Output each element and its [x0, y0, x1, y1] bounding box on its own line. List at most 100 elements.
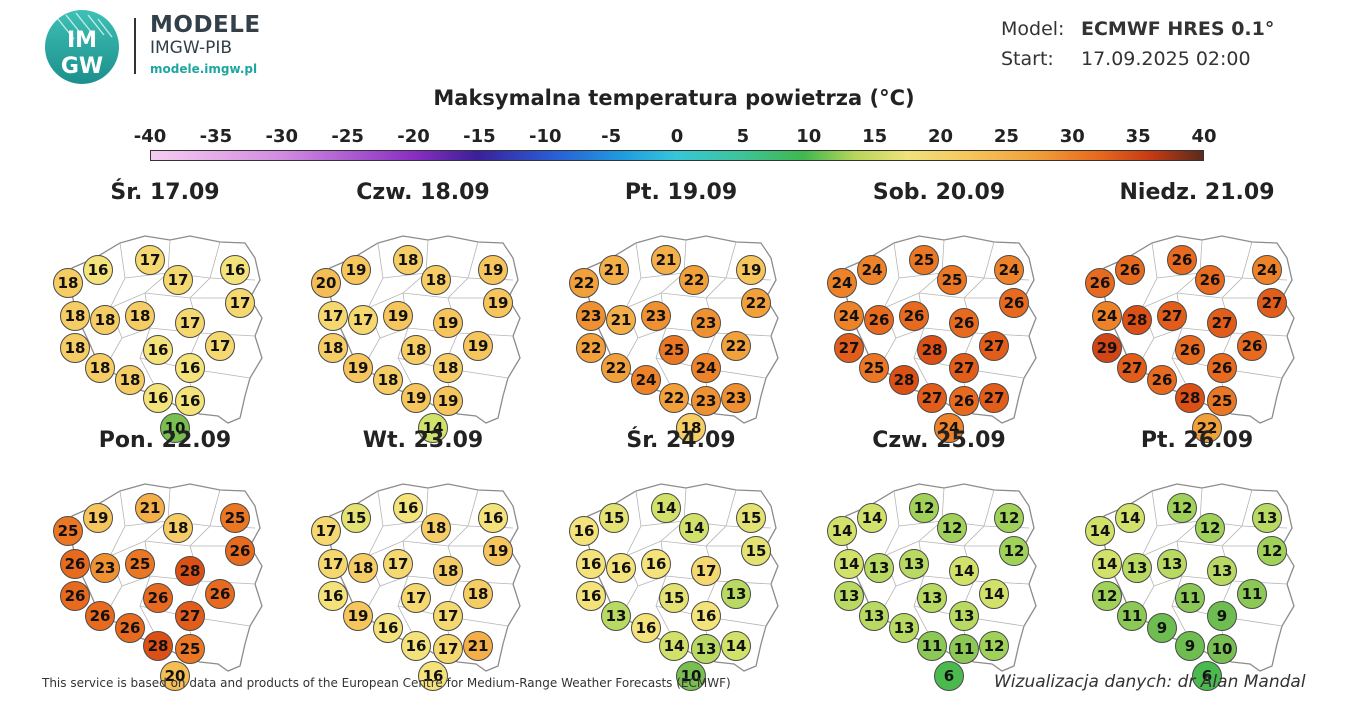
temperature-marker: 16	[576, 581, 606, 611]
temperature-marker: 12	[1195, 513, 1225, 543]
temperature-marker: 16	[418, 661, 448, 691]
temperature-marker: 22	[679, 265, 709, 295]
temperature-marker: 26	[115, 613, 145, 643]
temperature-marker: 6	[934, 661, 964, 691]
temperature-marker: 25	[909, 245, 939, 275]
temperature-marker: 16	[143, 383, 173, 413]
temperature-marker: 20	[160, 661, 190, 691]
day-panel: Czw. 25.09 12 14 14 12 12 12 14 13 13 14 13 13 14 13 13…	[824, 428, 1084, 691]
temperature-marker: 17	[205, 331, 235, 361]
temperature-marker: 17	[135, 245, 165, 275]
day-title: Czw. 25.09	[872, 428, 1006, 453]
temperature-marker: 18	[421, 513, 451, 543]
temperature-marker: 24	[834, 301, 864, 331]
scale-tick-label: -40	[133, 126, 167, 147]
temperature-marker: 17	[433, 601, 463, 631]
temperature-marker: 16	[175, 386, 205, 416]
brand-url-link[interactable]: modele.imgw.pl	[150, 62, 258, 76]
temperature-marker: 14	[1092, 549, 1122, 579]
day-panel: Śr. 17.09 17 16 18 17 16 17 18 18 18 17 18 16 17 18 18 1…	[50, 180, 310, 443]
temperature-marker: 26	[899, 301, 929, 331]
scale-tick-label: -30	[265, 126, 299, 147]
temperature-marker: 19	[341, 255, 371, 285]
logo-divider	[134, 18, 136, 74]
temperature-marker: 13	[834, 581, 864, 611]
temperature-marker: 18	[318, 333, 348, 363]
temperature-marker: 27	[1257, 288, 1287, 318]
temperature-marker: 18	[60, 333, 90, 363]
temperature-marker: 21	[599, 255, 629, 285]
day-panel: Śr. 24.09 14 15 16 14 15 15 16 16 16 17 16 15 13 13 16 1…	[566, 428, 826, 691]
temperature-marker: 17	[433, 634, 463, 664]
temperature-marker: 26	[1175, 335, 1205, 365]
temperature-marker: 13	[601, 601, 631, 631]
temperature-marker: 18	[115, 365, 145, 395]
temperature-marker: 16	[569, 516, 599, 546]
temperature-marker: 19	[343, 353, 373, 383]
temperature-marker: 26	[60, 549, 90, 579]
temperature-marker: 24	[994, 255, 1024, 285]
temperature-marker: 13	[721, 579, 751, 609]
region-border	[109, 540, 250, 557]
temperature-marker: 22	[569, 268, 599, 298]
region-border	[883, 292, 1024, 309]
temperature-marker: 22	[721, 331, 751, 361]
start-label: Start:	[1001, 48, 1054, 70]
temperature-marker: 23	[691, 308, 721, 338]
start-info: Start: 17.09.2025 02:00	[1001, 48, 1251, 70]
temperature-marker: 14	[857, 503, 887, 533]
temperature-marker: 14	[679, 513, 709, 543]
temperature-marker: 17	[318, 301, 348, 331]
temperature-marker: 19	[478, 255, 508, 285]
temperature-marker: 6	[1192, 661, 1222, 691]
temperature-marker: 18	[60, 301, 90, 331]
temperature-marker: 19	[433, 386, 463, 416]
temperature-marker: 25	[937, 265, 967, 295]
temperature-marker: 19	[463, 331, 493, 361]
scale-tick-label: -35	[199, 126, 233, 147]
temperature-marker: 16	[401, 631, 431, 661]
temperature-marker: 16	[691, 601, 721, 631]
temperature-marker: 26	[1167, 245, 1197, 275]
footer-credit: Wizualizacja danych: dr Alan Mandal	[994, 672, 1306, 692]
temperature-marker: 23	[691, 386, 721, 416]
temperature-marker: 15	[599, 503, 629, 533]
day-title: Pt. 26.09	[1140, 428, 1254, 453]
temperature-marker: 18	[163, 513, 193, 543]
brand-subtitle: IMGW-PIB	[150, 38, 233, 58]
model-info: Model: ECMWF HRES 0.1°	[1001, 18, 1274, 40]
temperature-marker: 13	[864, 553, 894, 583]
temperature-marker: 21	[606, 305, 636, 335]
temperature-marker: 27	[979, 331, 1009, 361]
temperature-marker: 25	[220, 503, 250, 533]
imgw-logo-icon: IM GW	[44, 9, 120, 85]
temperature-marker: 11	[1237, 579, 1267, 609]
temperature-marker: 26	[1237, 331, 1267, 361]
temperature-marker: 9	[1175, 631, 1205, 661]
temperature-marker: 14	[418, 413, 448, 443]
temperature-marker: 19	[401, 383, 431, 413]
temperature-marker: 16	[373, 613, 403, 643]
temperature-marker: 12	[994, 503, 1024, 533]
temperature-marker: 18	[53, 268, 83, 298]
temperature-marker: 28	[143, 631, 173, 661]
temperature-marker: 12	[999, 536, 1029, 566]
temperature-marker: 25	[1207, 386, 1237, 416]
scale-tick-label: 5	[736, 126, 750, 147]
temperature-marker: 22	[741, 288, 771, 318]
temperature-marker: 14	[949, 556, 979, 586]
temperature-marker: 22	[1192, 413, 1222, 443]
temperature-marker: 26	[864, 305, 894, 335]
temperature-marker: 12	[1167, 493, 1197, 523]
scale-tick-label: 20	[927, 126, 954, 147]
day-title: Sob. 20.09	[872, 180, 1006, 205]
day-panel: Czw. 18.09 18 19 20 18 19 19 17 17 19 19 18 18 19 19 18…	[308, 180, 568, 443]
temperature-marker: 17	[163, 265, 193, 295]
legend-title: Maksymalna temperatura powietrza (°C)	[433, 86, 915, 110]
temperature-marker: 12	[909, 493, 939, 523]
temperature-marker: 18	[393, 245, 423, 275]
temperature-marker: 26	[205, 579, 235, 609]
region-border	[1141, 292, 1282, 309]
day-title: Wt. 23.09	[362, 428, 484, 453]
temperature-marker: 27	[917, 383, 947, 413]
